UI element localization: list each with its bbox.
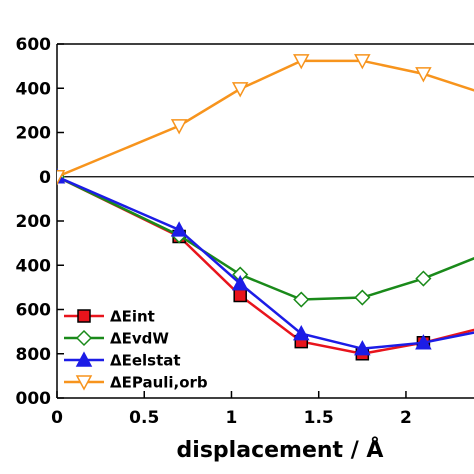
marker xyxy=(75,375,93,391)
x-tick-label: 2 xyxy=(400,408,412,428)
x-axis-label: displacement / Å xyxy=(177,437,384,463)
legend-label: ΔEelstat xyxy=(110,352,181,370)
y-tick-label: 600 xyxy=(16,301,52,321)
legend-label: ΔEPauli,orb xyxy=(110,374,208,392)
x-tick-label: 0.5 xyxy=(129,408,159,428)
y-tick-label: 400 xyxy=(16,79,52,99)
series-line xyxy=(57,175,474,301)
marker xyxy=(170,119,188,135)
plot-area xyxy=(57,54,474,361)
marker xyxy=(231,82,249,98)
x-tick-label: 1 xyxy=(226,408,238,428)
marker xyxy=(233,288,247,303)
marker xyxy=(354,289,371,306)
marker xyxy=(75,329,93,347)
marker xyxy=(415,334,432,350)
marker xyxy=(293,54,310,70)
marker xyxy=(354,54,371,70)
series-line xyxy=(57,59,474,178)
legend-label: ΔEvdW xyxy=(110,330,169,348)
legend-label: ΔEint xyxy=(110,308,155,326)
marker xyxy=(415,270,432,287)
marker xyxy=(293,291,310,308)
marker xyxy=(170,221,188,237)
y-tick-label: 400 xyxy=(16,256,52,276)
marker xyxy=(293,325,310,341)
y-tick-label: 000 xyxy=(16,389,52,409)
marker xyxy=(57,170,66,186)
y-tick-label: 600 xyxy=(16,35,52,55)
marker xyxy=(354,340,371,356)
y-tick-label: 0 xyxy=(39,168,51,188)
marker xyxy=(231,275,249,291)
marker xyxy=(77,309,91,323)
y-tick-label: 800 xyxy=(16,345,52,365)
y-tick-label: 200 xyxy=(16,124,52,144)
marker xyxy=(75,351,93,367)
y-tick-label: 200 xyxy=(16,212,52,232)
x-tick-label: 0 xyxy=(51,408,63,428)
marker xyxy=(415,67,432,83)
x-tick-label: 1.5 xyxy=(304,408,334,428)
